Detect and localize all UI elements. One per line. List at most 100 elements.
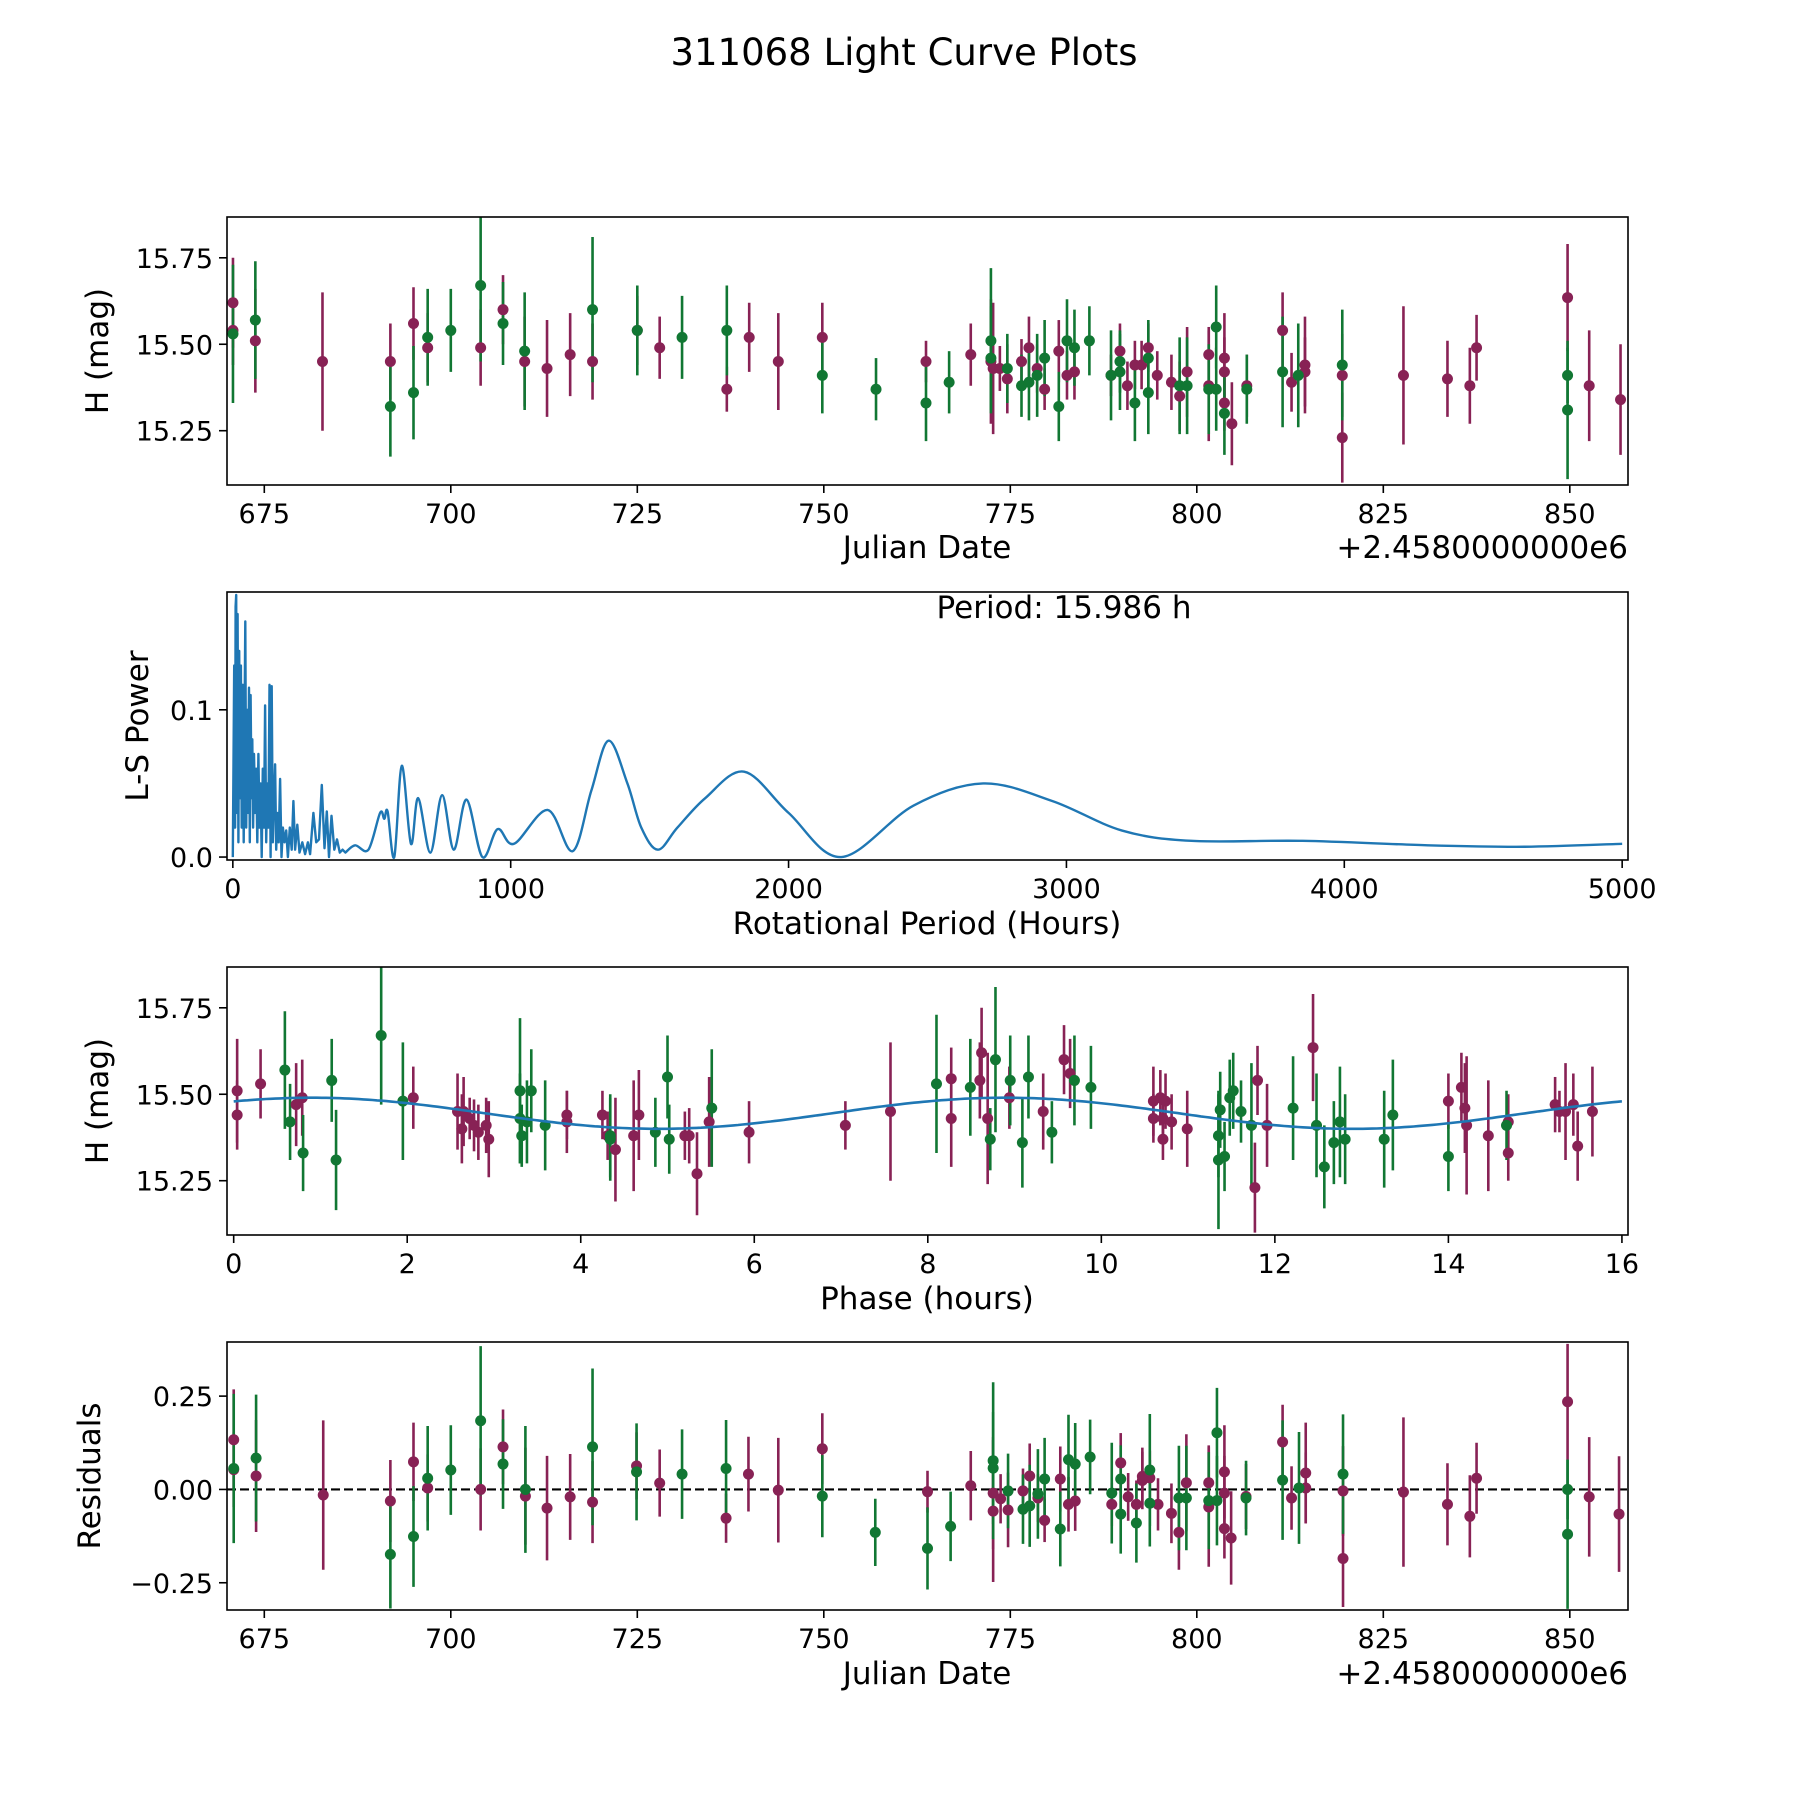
data-point [1562,369,1574,381]
data-point [375,1029,387,1041]
data-point [1203,349,1215,361]
data-point [497,1458,509,1470]
data-point [1562,292,1574,304]
x-tick-label: 8 [919,1249,936,1280]
data-point [1069,1458,1081,1470]
data-point [1053,401,1065,413]
data-point [1464,380,1476,392]
data-point [965,349,977,361]
data-point [596,1109,608,1121]
data-point [1165,1507,1177,1519]
data-point [541,362,553,374]
data-point [1277,324,1289,336]
data-point [1032,1488,1044,1500]
data-point [475,342,487,354]
data-point [1084,1451,1096,1463]
data-point [609,1144,621,1156]
data-point [1562,404,1574,416]
periodogram-plot-area [231,593,1623,859]
data-point [445,1464,457,1476]
x-tick-label: 4000 [1310,874,1379,905]
x-tick-label: 3000 [1032,874,1101,905]
x-tick-label: 2 [399,1249,416,1280]
data-point [1114,356,1126,368]
data-point [1218,1466,1230,1478]
data-point [1152,1498,1164,1510]
data-point [516,1130,528,1142]
x-tick-label: 675 [239,1624,291,1655]
data-point [976,1047,988,1059]
data-point [297,1147,309,1159]
y-tick-label: 15.50 [136,330,213,361]
data-point [1337,1468,1349,1480]
data-point [1054,1523,1066,1535]
data-point [1586,1106,1598,1118]
data-point [1218,1487,1230,1499]
data-point [1157,1133,1169,1145]
data-point [1442,1095,1454,1107]
data-point [1023,376,1035,388]
data-point [587,304,599,316]
data-point [475,1483,487,1495]
data-point [317,1489,329,1501]
data-point [721,383,733,395]
x-tick-label: 725 [612,499,664,530]
x-tick-label: 825 [1358,499,1410,530]
data-point [408,1530,420,1542]
data-point [1562,1396,1574,1408]
data-point [974,1074,986,1086]
data-point [1219,1151,1231,1163]
data-point [1144,1464,1156,1476]
data-point [316,356,328,368]
y-tick-label: 0.1 [170,696,213,727]
data-point [1114,345,1126,357]
data-point [1562,1483,1574,1495]
data-point [514,1085,526,1097]
data-point [1212,1130,1224,1142]
data-point [1397,1486,1409,1498]
data-point [772,1484,784,1496]
data-point [1214,1104,1226,1116]
data-point [1562,1528,1574,1540]
data-point [1174,390,1186,402]
data-point [1441,1498,1453,1510]
data-point [422,331,434,343]
data-point [472,1126,484,1138]
data-point [483,1133,495,1145]
data-point [743,1126,755,1138]
data-point [1039,1514,1051,1526]
data-point [519,1483,531,1495]
data-point [1464,1510,1476,1522]
data-point [1459,1102,1471,1114]
data-point [982,1112,994,1124]
data-point [1336,359,1348,371]
data-point [1181,1123,1193,1135]
y-tick-label: 0.0 [170,843,213,874]
data-point [1069,1495,1081,1507]
data-point [1210,383,1222,395]
x-tick-label: 800 [1171,499,1223,530]
data-point [1615,394,1627,406]
data-point [1001,373,1013,385]
data-point [1336,432,1348,444]
y-tick-label: 0.00 [153,1475,213,1506]
data-point [1122,1491,1134,1503]
data-point [228,1463,240,1475]
y-tick-label: 15.25 [136,1167,213,1198]
data-point [1180,1492,1192,1504]
data-point [1501,1119,1513,1131]
data-point [839,1119,851,1131]
phased-ylabel: H (mag) [80,1038,116,1164]
residuals-xlabel: Julian Date [841,1656,1012,1692]
data-point [519,356,531,368]
data-point [456,1123,468,1135]
data-point [930,1078,942,1090]
data-point [1039,383,1051,395]
data-point [519,345,531,357]
data-point [1337,1485,1349,1497]
data-point [772,356,784,368]
data-point [1218,397,1230,409]
data-point [1277,1436,1289,1448]
data-point [1031,369,1043,381]
phased-plot-area [231,967,1623,1233]
